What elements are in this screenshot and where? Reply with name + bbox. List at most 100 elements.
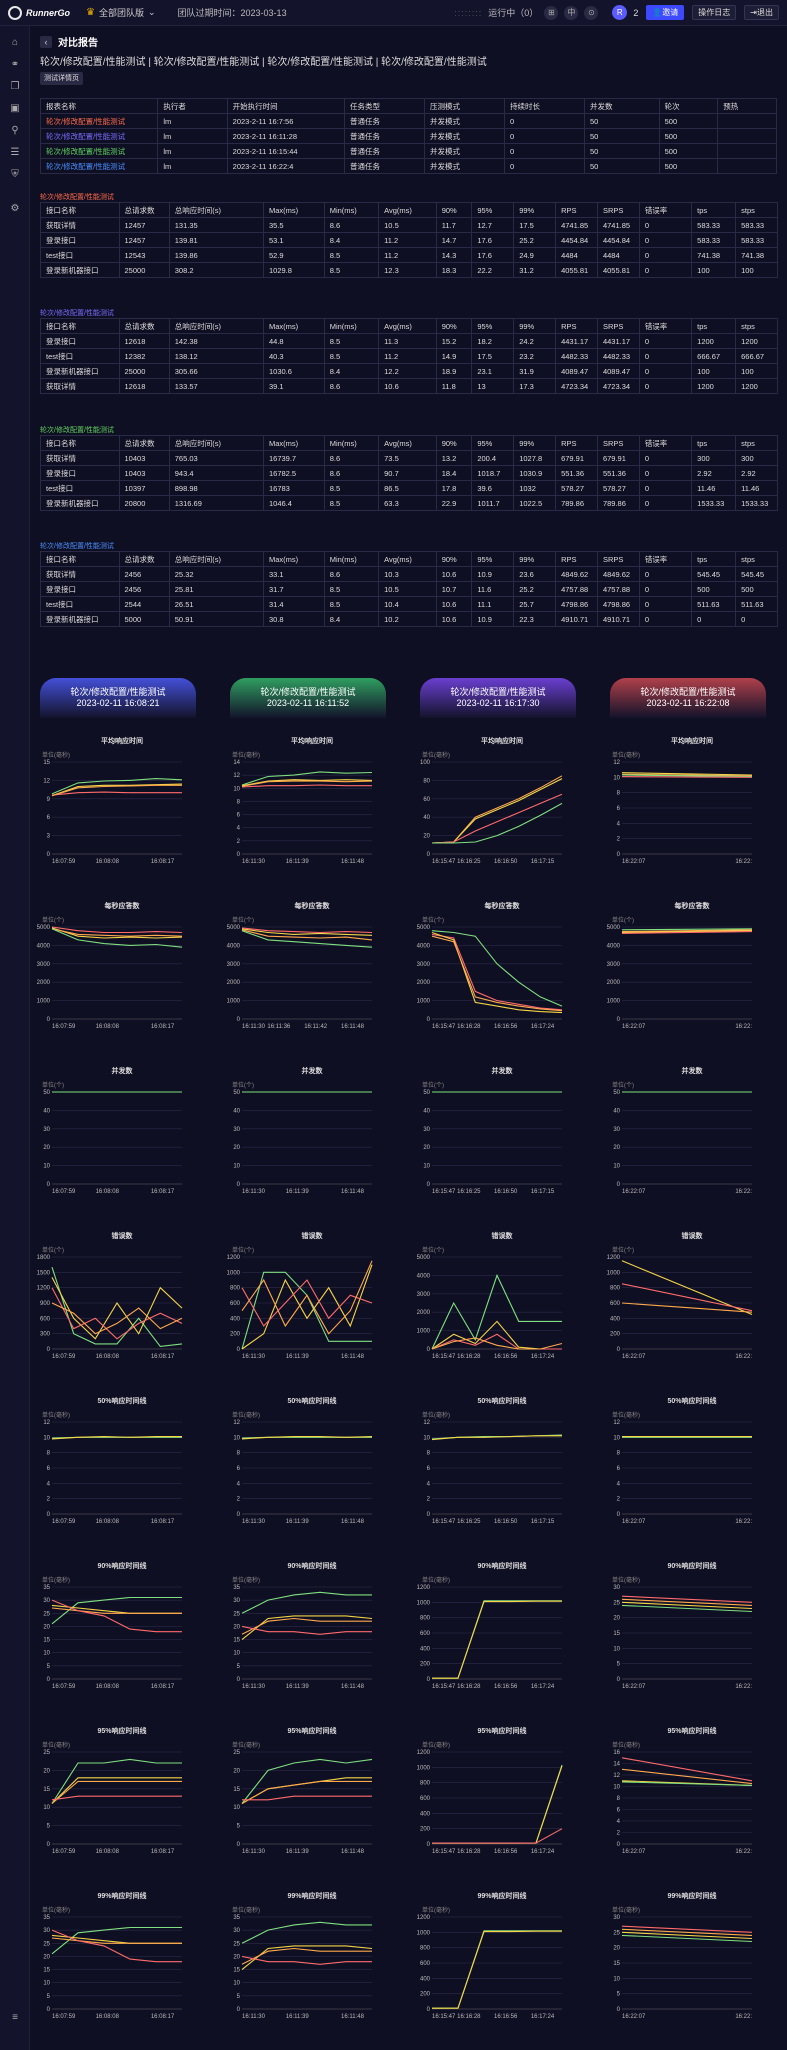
table-cell: 39.1 (262, 378, 325, 394)
invite-button[interactable]: 👤 邀请 (646, 5, 685, 20)
back-icon[interactable]: ‹ (40, 35, 52, 48)
x-tick-label: 16:08:17 (151, 1684, 175, 1690)
api-icon[interactable]: ⚭ (10, 59, 20, 70)
settings-icon[interactable]: ⚙ (10, 203, 20, 214)
series-line (621, 1768, 753, 1785)
chart-title: 错误数 (491, 1233, 513, 1240)
column-header: Avg(ms) (378, 435, 437, 451)
y-tick-label: 0 (427, 2007, 431, 2013)
table-cell: 741.38 (735, 247, 778, 263)
table-cell: 0 (638, 232, 693, 248)
series-line (51, 928, 183, 937)
team-selector[interactable]: ♛ 全部团队版 ⌄ (86, 6, 156, 19)
machine-icon[interactable]: ⛨ (11, 169, 19, 180)
y-tick-label: 4 (617, 821, 621, 827)
y-tick-label: 25 (613, 1930, 620, 1936)
round-banner: 轮次/修改配置/性能测试 2023-02-11 16:17:30 (420, 678, 576, 718)
x-tick-label: 16:16:25 (457, 1189, 481, 1195)
series-line (51, 1302, 183, 1335)
scene-icon[interactable]: ❐ (10, 81, 20, 92)
y-tick-label: 5 (237, 1824, 241, 1830)
y-tick-label: 6 (427, 1466, 431, 1472)
y-tick-label: 100 (420, 760, 431, 766)
grid-icon[interactable]: ⊞ (544, 5, 559, 20)
x-tick-label: 16:22:07 (622, 1024, 646, 1030)
plan-icon[interactable]: ▣ (10, 103, 20, 114)
y-tick-label: 5 (47, 1994, 51, 2000)
logo[interactable]: RunnerGo (0, 5, 78, 20)
y-tick-label: 6 (237, 1466, 241, 1472)
running-count[interactable]: 运行中（0） (488, 8, 539, 18)
column-header: Max(ms) (262, 202, 325, 218)
y-tick-label: 15 (233, 1968, 240, 1974)
series-line (621, 929, 753, 933)
table-cell: 1046.4 (262, 495, 325, 511)
series-line (431, 778, 563, 844)
x-tick-label: 16:08:17 (151, 1354, 175, 1360)
x-tick-label: 16:11:39 (286, 1519, 310, 1525)
table-cell (717, 143, 777, 159)
table-cell: 11.7 (435, 217, 473, 233)
table-cell: lm (157, 158, 228, 174)
table-cell: 0 (638, 378, 693, 394)
chart-title: 错误数 (681, 1233, 703, 1240)
y-tick-label: 3000 (607, 962, 621, 968)
y-tick-label: 900 (40, 1301, 51, 1307)
table-cell: 679.91 (596, 450, 640, 466)
detail-button[interactable]: 测试详情页 (40, 72, 83, 85)
table-row: test接口 12382 138.12 40.3 8.5 11.2 14.9 17.5 23.2… (40, 348, 778, 364)
series-line (432, 802, 563, 844)
search-icon[interactable]: ⚲ (11, 125, 19, 136)
language-icon[interactable]: 中 (564, 5, 579, 20)
table-cell: 200.4 (471, 450, 515, 466)
banner-time: 2023-02-11 16:22:08 (646, 698, 730, 708)
y-tick-label: 0 (427, 1347, 431, 1353)
report-icon[interactable]: ☰ (10, 147, 20, 158)
table-cell: 轮次/修改配置/性能测试 (39, 158, 159, 174)
x-tick-label: 16:16:28 (457, 1684, 481, 1690)
y-tick-label: 600 (230, 1301, 241, 1307)
table-cell: 并发模式 (423, 113, 505, 129)
y-tick-label: 8 (237, 1451, 241, 1457)
x-tick-label: 16:07:59 (52, 1519, 76, 1525)
series-line (51, 1937, 182, 1944)
y-tick-label: 2 (237, 1497, 241, 1503)
banner-time: 2023-02-11 16:08:21 (76, 698, 160, 708)
line-chart: 0 10 20 30 40 50 16:11:30 16:11:39 16:11:48 (233, 1090, 372, 1195)
x-tick-label: 16:11:48 (341, 859, 365, 865)
chart-title: 90%响应时间线 (477, 1563, 527, 1570)
table-header-row: 接口名称 总请求数 总响应时间(s) Max(ms) Min(ms) Avg(ms) 90%… (40, 551, 778, 567)
line-chart: 0 200 400 600 800 1000 1200 16:15:47 16:16:28 16:… (417, 1750, 563, 1855)
table-cell: 1533.33 (691, 495, 737, 511)
logout-button[interactable]: ⇥ 退出 (744, 5, 779, 20)
operation-log-button[interactable]: 操作日志 (692, 5, 737, 20)
x-tick-label: 16:11:39 (286, 859, 310, 865)
chart-title: 99%响应时间线 (667, 1893, 717, 1900)
table-cell: 1200 (691, 333, 737, 349)
x-tick-label: 16:11:39 (286, 2014, 310, 2020)
table-row: 登录接口 2456 25.81 31.7 8.5 10.5 10.7 11.6 25.2 4757… (40, 581, 778, 597)
page-header: ‹ 对比报告 (40, 34, 98, 49)
chart-title: 99%响应时间线 (97, 1893, 147, 1900)
table-cell: 登录新机器接口 (40, 363, 120, 379)
y-tick-label: 40 (43, 1108, 50, 1114)
table-cell: 139.86 (168, 247, 264, 263)
x-tick-label: 16:08:17 (151, 1189, 175, 1195)
y-tick-label: 0 (617, 2007, 621, 2013)
line-chart: 0 5 10 15 20 25 30 35 16:07:59 16:08:08 16:08:17 (43, 1585, 182, 1690)
table-cell: 18.3 (435, 262, 473, 278)
y-tick-label: 3 (47, 834, 51, 840)
theme-icon[interactable]: ⊙ (584, 5, 599, 20)
collapse-icon[interactable]: ≡ (12, 2012, 18, 2023)
y-tick-label: 20 (613, 1145, 620, 1151)
y-tick-label: 4 (237, 1481, 241, 1487)
table-cell: 8.5 (323, 495, 380, 511)
table-cell: 12.3 (378, 262, 437, 278)
avatar[interactable]: R (612, 5, 628, 20)
home-icon[interactable]: ⌂ (11, 37, 19, 48)
table-cell: 500 (735, 581, 778, 597)
series-line (241, 779, 373, 787)
x-tick-label: 16:11:39 (286, 1189, 310, 1195)
table-cell: 普通任务 (343, 158, 425, 174)
table-cell: 308.2 (168, 262, 264, 278)
